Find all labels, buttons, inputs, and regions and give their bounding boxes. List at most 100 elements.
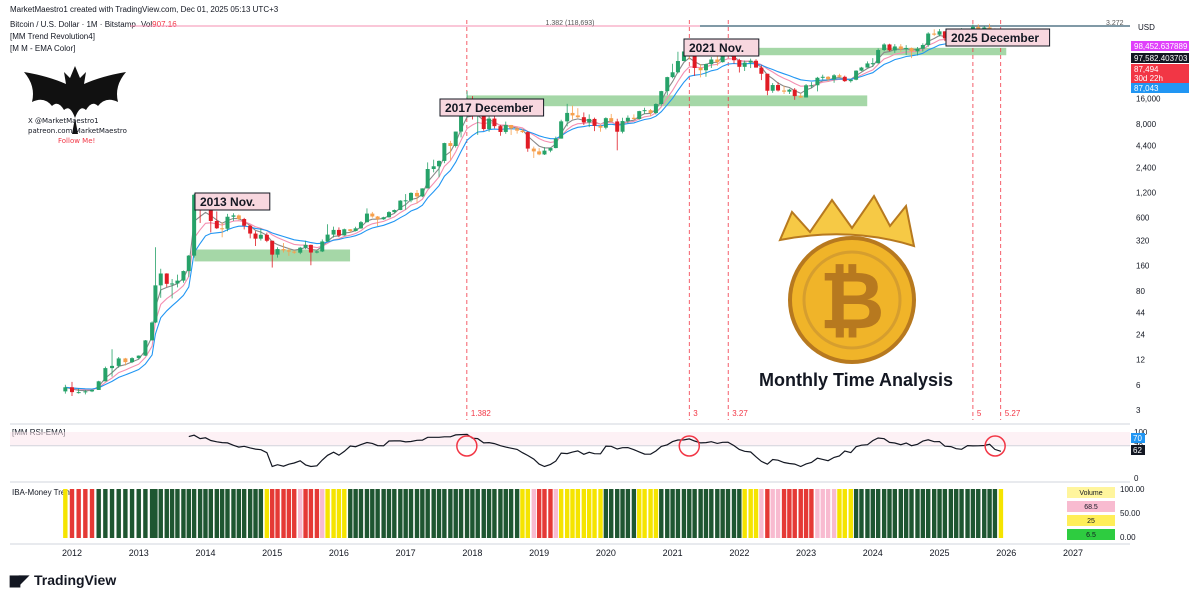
money-trend-bar — [558, 489, 564, 538]
money-trend-bar — [586, 489, 592, 538]
price-label: 30d 22h — [1134, 74, 1163, 83]
header-credit: MarketMaestro1 created with TradingView.… — [10, 5, 279, 14]
money-trend-bar — [381, 489, 386, 538]
candle-body — [842, 76, 847, 82]
candle-body — [592, 118, 597, 126]
y-tick-label: 320 — [1136, 237, 1150, 246]
money-trend-bar — [542, 489, 547, 538]
money-trend-bar — [208, 489, 214, 538]
candle-body — [754, 60, 759, 68]
money-trend-bar — [898, 489, 904, 538]
annotation-2025: 2025 December — [951, 31, 1039, 45]
candle-body — [498, 126, 503, 132]
money-trend-bar — [909, 489, 914, 538]
money-trend-bar — [848, 489, 853, 538]
money-trend-title: IBA-Money Trend — [12, 488, 74, 497]
candle-body — [765, 73, 770, 91]
money-trend-bar — [464, 489, 470, 538]
bitcoin-coin-icon — [788, 236, 916, 364]
money-trend-bar — [681, 489, 687, 538]
candle-body — [982, 27, 987, 30]
logo-patreon: patreon.com/MarketMaestro — [28, 127, 127, 135]
money-trend-bar — [892, 489, 898, 538]
candle-body — [225, 216, 230, 229]
price-label-bg — [1131, 41, 1189, 51]
candle-body — [537, 151, 542, 155]
candle-body — [631, 117, 636, 119]
candle-body — [515, 128, 520, 131]
candle-body — [892, 46, 897, 51]
candle-body — [381, 217, 386, 220]
candle-body — [158, 273, 163, 286]
tradingview-brand[interactable]: ▆◤ TradingView — [10, 572, 116, 588]
volume-value: 907.16 — [152, 20, 177, 29]
x-tick-label: 2026 — [996, 548, 1016, 558]
money-trend-bar — [175, 489, 180, 538]
candle-body — [437, 160, 442, 167]
y-tick-label: 4,400 — [1136, 141, 1157, 150]
indicator-ema-color[interactable]: [M M - EMA Color] — [10, 44, 76, 53]
money-trend-bar — [748, 489, 753, 538]
money-trend-bar — [219, 489, 225, 538]
money-trend-bar — [931, 489, 937, 538]
candle-body — [832, 75, 837, 80]
money-legend-label: Volume — [1079, 490, 1102, 497]
money-trend-bar — [920, 489, 926, 538]
annotation-2021-box — [683, 38, 760, 57]
candle-body — [609, 118, 614, 122]
money-legend-box — [1067, 487, 1115, 498]
candle-body — [76, 392, 81, 394]
money-trend-bar — [665, 489, 670, 538]
money-trend-bar — [203, 489, 208, 538]
money-trend-bar — [798, 489, 803, 538]
candle-body — [70, 387, 74, 393]
candle-body — [481, 114, 486, 130]
money-trend-bar — [992, 489, 998, 538]
candle-body — [742, 62, 747, 67]
money-trend-bar — [414, 489, 420, 538]
candle-body — [637, 111, 642, 119]
money-trend-bar — [420, 489, 425, 538]
money-trend-bar — [425, 489, 430, 538]
money-trend-bar — [965, 489, 970, 538]
candle-body — [548, 148, 553, 151]
annotation-2025-box — [945, 28, 1051, 47]
price-label-bg — [1131, 53, 1189, 63]
candle-body — [837, 75, 842, 77]
x-tick-label: 2025 — [930, 548, 950, 558]
money-trend-bar — [781, 489, 787, 538]
candle-body — [503, 125, 508, 132]
indicator-trend-revolution[interactable]: [MM Trend Revolution4] — [10, 32, 95, 41]
candle-body — [603, 118, 608, 128]
candle-body — [181, 271, 186, 281]
annotation-2013-box — [194, 192, 271, 211]
money-trend-bar — [809, 489, 814, 538]
y-tick-label: 160 — [1136, 262, 1150, 271]
candle-body — [648, 110, 653, 113]
overlay-title: Monthly Time Analysis — [759, 370, 953, 390]
money-trend-bar — [153, 489, 158, 538]
money-trend-bar — [698, 489, 703, 538]
candle-body — [398, 200, 403, 211]
money-trend-bar — [520, 489, 525, 538]
candle-body — [542, 150, 547, 155]
candle-body — [214, 220, 219, 229]
money-trend-bar — [642, 489, 647, 538]
annotation-2017: 2017 December — [445, 101, 533, 115]
money-trend-bar — [358, 489, 364, 538]
candle-body — [336, 229, 341, 236]
money-trend-bar — [109, 489, 115, 538]
candle-body — [898, 46, 903, 50]
money-legend-label: 25 — [1087, 518, 1095, 525]
money-trend-bar — [370, 489, 375, 538]
money-legend-box — [1067, 529, 1115, 540]
candle-body — [759, 67, 764, 74]
money-trend-bar — [353, 489, 358, 538]
candle-body — [920, 45, 925, 49]
money-trend-bar — [336, 489, 342, 538]
candle-body — [826, 76, 831, 80]
candle-body — [320, 241, 325, 252]
candle-body — [253, 233, 258, 239]
